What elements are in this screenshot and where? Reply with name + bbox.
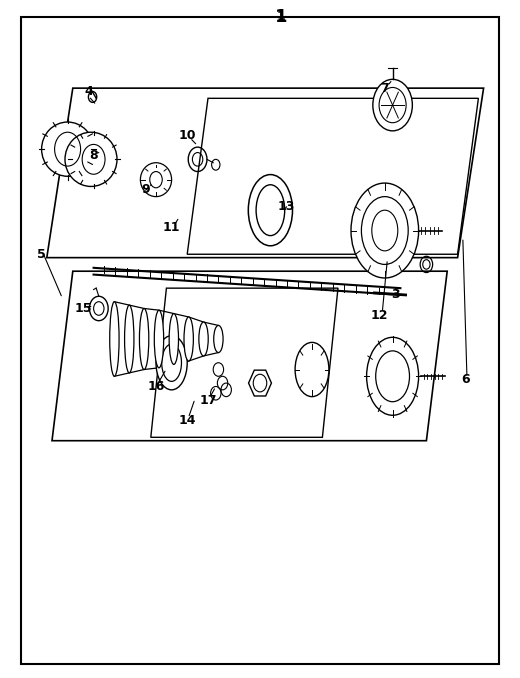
Circle shape — [379, 87, 406, 123]
Text: 12: 12 — [371, 308, 388, 322]
Ellipse shape — [139, 308, 149, 370]
Ellipse shape — [42, 122, 94, 176]
Ellipse shape — [372, 210, 398, 251]
Text: 17: 17 — [199, 393, 217, 407]
Text: 9: 9 — [141, 183, 150, 197]
Text: 11: 11 — [163, 220, 180, 234]
Ellipse shape — [367, 338, 419, 415]
Text: 15: 15 — [74, 302, 92, 315]
Text: 8: 8 — [89, 149, 98, 163]
Text: 4: 4 — [84, 85, 93, 98]
Text: 10: 10 — [178, 129, 196, 142]
Ellipse shape — [125, 305, 134, 373]
Ellipse shape — [199, 322, 208, 356]
Ellipse shape — [376, 351, 410, 401]
Ellipse shape — [169, 313, 178, 365]
Text: 14: 14 — [178, 414, 196, 427]
Text: 16: 16 — [147, 380, 165, 393]
Ellipse shape — [295, 342, 329, 397]
Ellipse shape — [154, 310, 164, 367]
Text: 7: 7 — [381, 81, 389, 95]
Text: 1: 1 — [275, 8, 287, 26]
Ellipse shape — [65, 132, 117, 186]
Text: 1: 1 — [277, 10, 285, 24]
Ellipse shape — [249, 175, 293, 246]
Ellipse shape — [361, 197, 408, 264]
Ellipse shape — [214, 325, 223, 353]
Ellipse shape — [110, 302, 119, 376]
Circle shape — [373, 79, 412, 131]
Text: 3: 3 — [391, 288, 399, 302]
Ellipse shape — [140, 163, 172, 197]
Ellipse shape — [162, 344, 181, 381]
Ellipse shape — [256, 185, 285, 236]
Text: 13: 13 — [277, 200, 295, 214]
Text: 6: 6 — [461, 373, 470, 386]
Ellipse shape — [351, 183, 419, 278]
Ellipse shape — [156, 336, 187, 390]
Text: 5: 5 — [37, 247, 46, 261]
Ellipse shape — [184, 317, 193, 361]
